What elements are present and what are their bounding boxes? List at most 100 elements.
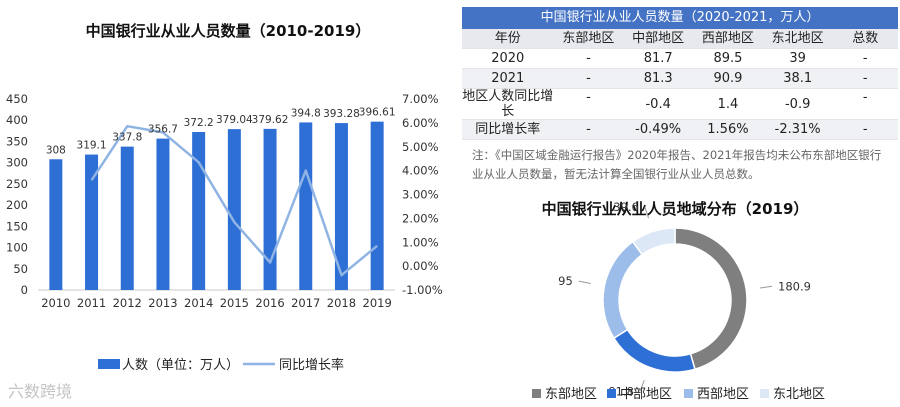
table-cell: 1.4 [693,88,763,120]
y2-axis-tick: -1.00% [402,283,443,297]
bar-data-label: 393.28 [323,108,360,120]
table-header-row: 年份 东部地区 中部地区 西部地区 东北地区 总数 [462,29,898,49]
x-axis-tick: 2014 [184,296,213,310]
table-row: 同比增长率 - -0.49% 1.56% -2.31% - [462,119,898,140]
bar [299,122,313,290]
donut-leader-line [578,280,591,284]
region-table: 年份 东部地区 中部地区 西部地区 东北地区 总数 2020 - 81.7 89… [462,29,898,140]
y-axis-tick: 400 [6,113,28,127]
donut-chart-title: 中国银行业从业人员地域分布（2019） [542,200,809,218]
table-note: 注：《中国区域金融运行报告》2020年报告、2021年报告均未公布东部地区银行业… [472,148,882,181]
col-header: 东北地区 [762,29,833,49]
table-row: 2020 - 81.7 89.5 39 - [462,48,898,69]
table-cell: - [553,119,624,140]
table-cell: - [553,68,624,89]
bar-data-label: 379.04 [216,114,253,126]
bar [156,138,170,290]
donut-leader-line [760,285,773,289]
bar-chart-legend: 人数（单位：万人） 同比增长率 [98,357,344,373]
y-axis-tick: 300 [6,156,28,170]
donut-legend-swatch [532,389,541,398]
x-axis-tick: 2016 [255,296,284,310]
bar [49,159,63,290]
y2-axis-tick: 3.00% [402,188,439,202]
x-axis-tick: 2018 [327,296,356,310]
x-axis-tick: 2015 [220,296,249,310]
region-table-panel: 中国银行业从业人员数量（2020-2021，万人） 年份 东部地区 中部地区 西… [462,7,898,140]
table-cell: -0.9 [762,88,833,120]
donut-legend-swatch [760,389,769,398]
donut-slice [631,227,676,256]
y-axis-tick: 200 [6,198,28,212]
donut-legend-swatch [607,389,616,398]
x-axis-tick: 2013 [148,296,177,310]
table-cell: 2021 [462,68,554,89]
table-cell: 89.5 [693,48,763,69]
y-axis-tick: 100 [6,241,28,255]
donut-leader-line [644,206,649,219]
donut-legend-label: 东部地区 [545,387,597,402]
bar-data-label: 394.8 [291,107,321,119]
table-cell: -0.49% [623,119,694,140]
table-cell: 地区人数同比增长 [462,88,554,120]
x-axis-tick: 2017 [291,296,320,310]
table-cell: - [832,48,898,69]
table-cell: - [553,48,624,69]
bar [263,128,277,290]
bar [192,132,206,290]
col-header: 总数 [832,29,898,49]
table-cell: - [832,88,898,120]
bar-line-chart: 中国银行业从业人员数量（2010-2019） 0 50 100 150 200 250 30… [6,22,443,373]
bar-data-label: 308 [46,144,66,156]
col-header: 东部地区 [553,29,624,49]
table-cell: 1.56% [693,119,763,140]
donut-data-label: 39.6 [613,200,639,214]
y2-axis-tick: 0.00% [402,259,439,273]
y2-axis-tick: 1.00% [402,235,439,249]
table-cell: 38.1 [762,68,833,89]
donut-leader-line [639,380,645,392]
y2-axis-tick: 5.00% [402,140,439,154]
table-cell: -0.4 [623,88,694,120]
y-axis-tick: 250 [6,177,28,191]
y-axis-tick: 0 [21,283,28,297]
table-cell: 2020 [462,48,554,69]
bar-data-label: 319.1 [77,140,107,152]
legend-line-label: 同比增长率 [279,357,344,373]
table-cell: - [832,119,898,140]
y2-axis-tick: 6.00% [402,116,439,130]
table-cell: - [832,68,898,89]
donut-data-label: 180.9 [778,279,811,293]
bar-data-label: 372.2 [184,117,214,129]
donut-slice [602,240,644,340]
y2-axis-tick: 4.00% [402,164,439,178]
growth-rate-line [90,124,378,277]
bar [370,121,384,290]
table-cell: 同比增长率 [462,119,554,140]
bar [334,123,348,290]
table-cell: 90.9 [693,68,763,89]
donut-legend-label: 西部地区 [697,387,749,402]
table-cell: - [553,88,624,120]
col-header: 中部地区 [623,29,694,49]
y-axis-tick: 150 [6,219,28,233]
table-cell: -2.31% [762,119,833,140]
col-header: 年份 [462,29,554,49]
x-axis-tick: 2012 [113,296,142,310]
bar [120,146,134,290]
donut-legend-label: 东北地区 [773,387,825,402]
table-cell: 39 [762,48,833,69]
table-title: 中国银行业从业人员数量（2020-2021，万人） [462,7,898,29]
table-cell: 81.3 [623,68,694,89]
donut-legend-label: 中部地区 [620,387,672,402]
x-axis-tick: 2010 [41,296,70,310]
bar-data-label: 337.8 [112,132,142,144]
y-axis-tick: 350 [6,134,28,148]
y2-axis-tick: 2.00% [402,211,439,225]
bar-chart-title: 中国银行业从业人员数量（2010-2019） [86,22,371,40]
donut-legend-swatch [684,389,693,398]
y-axis-tick: 450 [6,92,28,106]
x-axis-tick: 2011 [77,296,106,310]
y-axis-tick: 50 [13,262,28,276]
